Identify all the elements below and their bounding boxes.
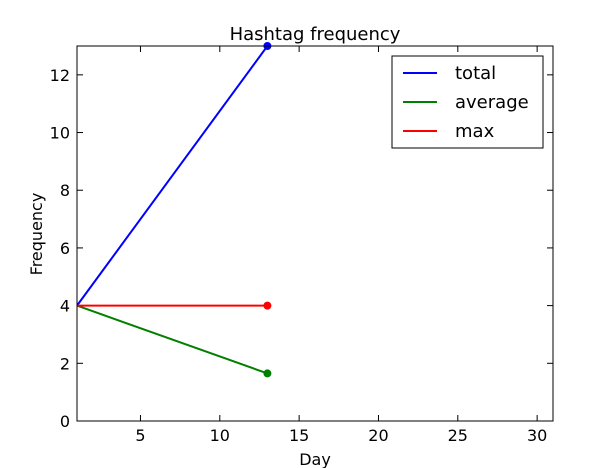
legend: total average max [391, 55, 544, 149]
series-line-total [77, 46, 269, 307]
x-tick-label: 25 [448, 426, 468, 445]
x-tick-label: 15 [289, 426, 309, 445]
y-tick-label: 0 [60, 412, 70, 431]
legend-label-average: average [455, 92, 529, 113]
series-point-max [263, 301, 272, 310]
axis-ticks: 5 10 15 20 25 30 0 2 4 6 8 10 12 [50, 46, 553, 445]
x-tick-label: 20 [368, 426, 388, 445]
y-tick-label: 2 [60, 354, 70, 373]
chart-title: Hashtag frequency [230, 24, 401, 45]
series-layer [77, 46, 269, 375]
legend-label-max: max [455, 121, 495, 142]
y-tick-label: 8 [60, 181, 70, 200]
legend-label-total: total [455, 63, 496, 84]
plot-frame [76, 45, 554, 422]
y-tick-label: 4 [60, 297, 70, 316]
x-tick-label: 30 [527, 426, 547, 445]
y-axis-label: Frequency [27, 193, 46, 276]
x-tick-label: 5 [135, 426, 145, 445]
x-tick-label: 10 [210, 426, 230, 445]
x-axis-label: Day [299, 450, 331, 468]
y-tick-label: 12 [50, 66, 70, 85]
series-line-average [77, 304, 268, 375]
series-point-average [263, 369, 272, 378]
y-tick-label: 10 [50, 124, 70, 143]
y-tick-label: 6 [60, 239, 70, 258]
